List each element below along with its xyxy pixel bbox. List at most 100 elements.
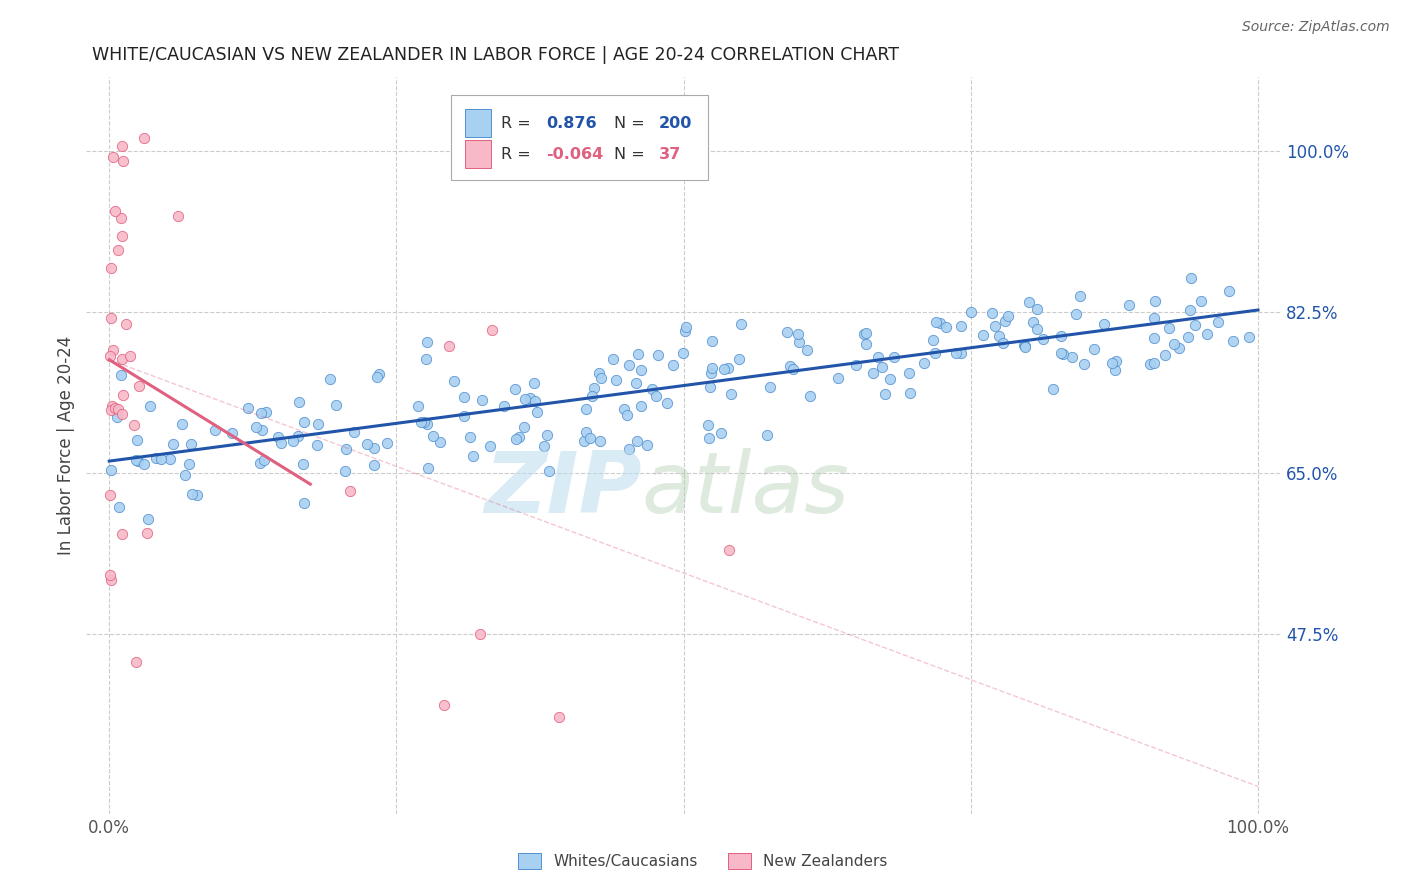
- Point: [325, 398, 347, 412]
- Point: [1180, 270, 1202, 285]
- Point: [523, 376, 546, 390]
- Point: [583, 381, 606, 395]
- Point: [433, 698, 456, 712]
- Point: [100, 402, 122, 417]
- Point: [630, 363, 652, 377]
- Point: [662, 359, 685, 373]
- Point: [1184, 318, 1206, 332]
- Point: [636, 438, 658, 452]
- Point: [422, 429, 444, 443]
- Point: [1118, 298, 1140, 312]
- Point: [519, 391, 541, 405]
- Point: [870, 360, 893, 375]
- Point: [779, 359, 801, 374]
- Point: [1177, 329, 1199, 343]
- Point: [471, 393, 494, 408]
- Point: [845, 359, 868, 373]
- Legend: Whites/Caucasians, New Zealanders: Whites/Caucasians, New Zealanders: [512, 847, 894, 875]
- Point: [641, 382, 664, 396]
- Point: [1139, 357, 1161, 371]
- Point: [100, 260, 122, 275]
- Point: [1153, 348, 1175, 362]
- Point: [98, 568, 121, 582]
- Point: [984, 318, 1007, 333]
- Point: [307, 417, 329, 432]
- Point: [111, 228, 134, 243]
- Point: [1026, 301, 1049, 316]
- Point: [453, 390, 475, 404]
- Point: [236, 401, 259, 416]
- Point: [100, 463, 122, 477]
- Point: [111, 154, 134, 169]
- Point: [505, 432, 527, 446]
- Point: [111, 408, 134, 422]
- Point: [536, 428, 558, 442]
- Point: [630, 400, 652, 414]
- Point: [481, 323, 503, 337]
- Point: [1052, 346, 1074, 360]
- Point: [429, 434, 451, 449]
- Point: [853, 327, 876, 342]
- Point: [1189, 293, 1212, 308]
- Point: [617, 358, 640, 372]
- Point: [575, 401, 598, 416]
- Point: [416, 417, 439, 432]
- Point: [713, 361, 735, 376]
- Point: [866, 350, 889, 364]
- Point: [250, 407, 273, 421]
- Point: [159, 451, 181, 466]
- Point: [172, 417, 194, 431]
- Point: [1069, 288, 1091, 302]
- Point: [572, 434, 595, 449]
- Point: [1239, 329, 1261, 343]
- Point: [1050, 329, 1073, 343]
- Point: [537, 464, 560, 478]
- Point: [162, 436, 184, 450]
- Point: [492, 400, 515, 414]
- Text: R =: R =: [501, 116, 530, 131]
- Point: [115, 318, 138, 332]
- Point: [503, 382, 526, 396]
- Point: [756, 428, 779, 442]
- Text: 200: 200: [658, 116, 692, 131]
- Point: [406, 400, 429, 414]
- Point: [335, 442, 357, 456]
- Point: [696, 417, 718, 432]
- Point: [437, 339, 460, 353]
- Point: [363, 458, 385, 473]
- Point: [1073, 357, 1095, 371]
- Point: [283, 434, 305, 448]
- Point: [548, 709, 571, 723]
- Point: [1018, 295, 1040, 310]
- Point: [253, 453, 276, 467]
- Point: [101, 150, 124, 164]
- Point: [166, 209, 188, 223]
- Point: [912, 356, 935, 370]
- Point: [855, 336, 877, 351]
- Point: [104, 204, 127, 219]
- Point: [1163, 336, 1185, 351]
- Point: [221, 425, 243, 440]
- Point: [125, 433, 148, 447]
- Point: [1143, 310, 1166, 325]
- Point: [613, 401, 636, 416]
- Text: -0.064: -0.064: [547, 147, 603, 161]
- Point: [1026, 322, 1049, 336]
- Point: [292, 415, 315, 429]
- Point: [960, 305, 983, 319]
- Point: [319, 372, 342, 386]
- Point: [993, 335, 1015, 350]
- Point: [343, 425, 366, 439]
- Point: [413, 415, 436, 429]
- Point: [949, 318, 972, 333]
- Point: [602, 352, 624, 367]
- Point: [787, 334, 810, 349]
- Point: [107, 500, 129, 514]
- Point: [145, 451, 167, 466]
- Point: [589, 371, 612, 385]
- Point: [879, 372, 901, 386]
- Point: [673, 324, 696, 338]
- Point: [463, 449, 485, 463]
- Point: [924, 316, 946, 330]
- Point: [1104, 363, 1126, 377]
